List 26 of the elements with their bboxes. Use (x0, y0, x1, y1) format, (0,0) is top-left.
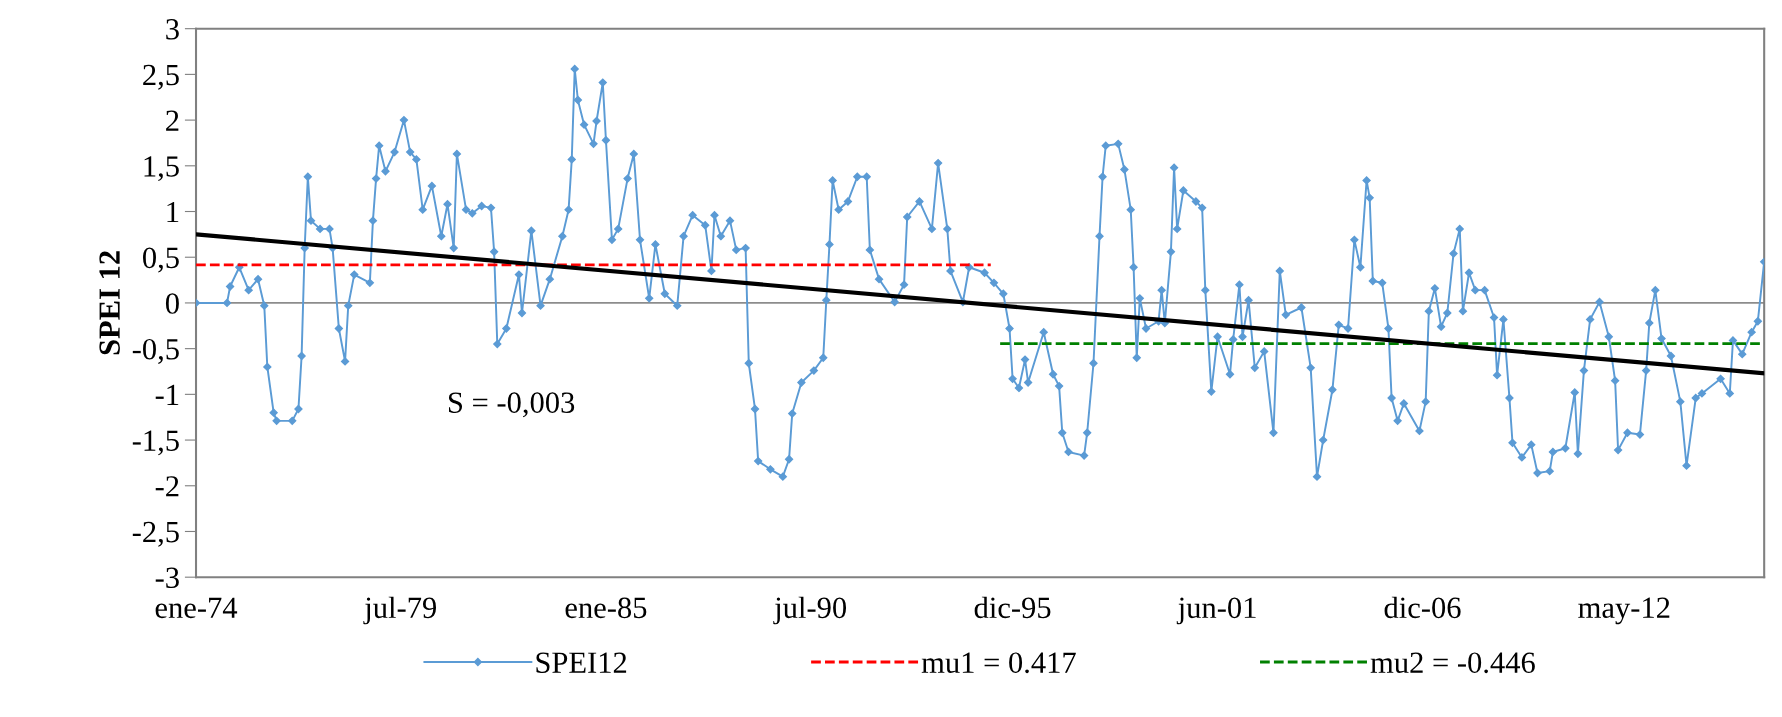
y-tick-label: -2,5 (132, 521, 179, 547)
y-tick-label: -3 (155, 567, 179, 589)
x-tick-label: ene-85 (565, 597, 647, 619)
legend-label: mu1 = 0.417 (921, 652, 1076, 674)
y-tick-label: -2 (155, 476, 179, 497)
x-tick-label: jul-90 (773, 596, 847, 625)
y-tick-label: 1 (167, 201, 179, 223)
x-tick-label: jul-79 (363, 596, 437, 625)
x-tick-label: jun-01 (1176, 597, 1256, 625)
y-tick-label: 3 (166, 19, 179, 40)
y-tick-label: -1 (155, 384, 179, 405)
y-tick-label: 1,5 (144, 156, 179, 182)
y-tick-label: -0,5 (132, 338, 179, 364)
x-tick-label: dic-06 (1384, 596, 1461, 619)
y-tick-label: 2 (166, 110, 179, 131)
x-tick-label: dic-95 (974, 596, 1051, 619)
x-tick-label: ene-74 (155, 597, 238, 619)
y-axis-title: SPEI 12 (99, 251, 120, 355)
y-tick-label: 2,5 (143, 64, 179, 90)
y-tick-label: 0,5 (143, 247, 179, 273)
legend-label: SPEI12 (536, 652, 627, 673)
annotation: S = -0,003 (448, 392, 575, 418)
legend-label: mu2 = -0.446 (1370, 652, 1535, 674)
x-tick-label: may-12 (1578, 597, 1670, 625)
y-tick-label: -1,5 (132, 430, 179, 456)
y-tick-label: 0 (165, 293, 179, 314)
